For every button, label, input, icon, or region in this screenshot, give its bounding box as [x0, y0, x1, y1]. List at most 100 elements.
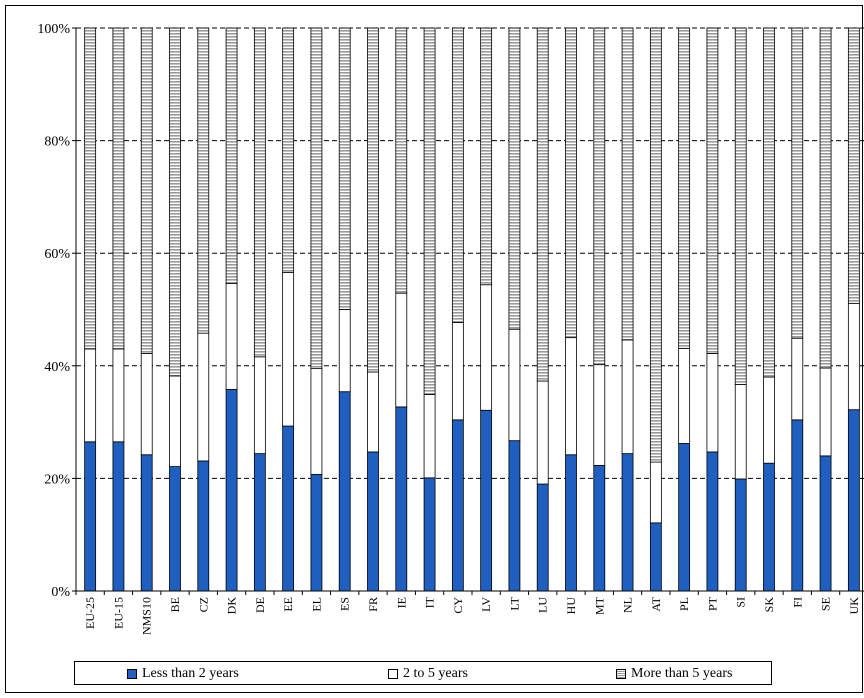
bar-segment-2-to-5-years: [819, 367, 832, 457]
bar-segment-less-than-2-years: [112, 441, 125, 592]
bar-segment-2-to-5-years: [140, 353, 153, 456]
chart-frame: 0% 20% 40% 60% 80% 100% EU-25 EU-15 NMS10 BE CZ DK D…: [5, 5, 864, 693]
bar-segment-less-than-2-years: [847, 409, 860, 592]
x-tick-label: DK: [225, 597, 239, 615]
x-tick-label: EL: [309, 597, 323, 612]
y-tick-label: 20%: [44, 472, 70, 487]
bar-segment-more-than-5-years: [508, 27, 521, 330]
y-tick-label: 60%: [44, 247, 70, 262]
bar-segment-more-than-5-years: [847, 27, 860, 304]
x-tick-label: ES: [338, 597, 352, 611]
x-tick-label: EE: [281, 597, 295, 612]
bar-segment-more-than-5-years: [282, 27, 295, 273]
bar-segment-less-than-2-years: [706, 451, 719, 592]
bar-segment-more-than-5-years: [112, 27, 125, 350]
bar-segment-less-than-2-years: [310, 474, 323, 592]
bar-segment-more-than-5-years: [225, 27, 238, 285]
legend-swatch-blue: [127, 669, 137, 679]
bar-segment-2-to-5-years: [451, 322, 464, 421]
bar-segment-2-to-5-years: [734, 383, 747, 480]
bar-segment-2-to-5-years: [112, 348, 125, 443]
bar-segment-less-than-2-years: [649, 522, 662, 592]
bar-segment-less-than-2-years: [367, 451, 379, 592]
x-tick-label: HU: [564, 597, 578, 615]
legend-label: 2 to 5 years: [403, 666, 468, 681]
x-tick-label: DE: [253, 597, 267, 613]
chart-legend: Less than 2 years 2 to 5 years More than…: [74, 661, 772, 685]
x-tick-label: PL: [677, 597, 691, 611]
x-tick-label: NL: [621, 597, 635, 613]
bar-segment-less-than-2-years: [621, 453, 634, 592]
bar-segment-2-to-5-years: [763, 376, 775, 464]
x-tick-label: NMS10: [140, 597, 154, 635]
bar-segment-more-than-5-years: [819, 27, 832, 369]
bar-segment-less-than-2-years: [536, 483, 549, 592]
bar-segment-less-than-2-years: [451, 419, 464, 592]
legend-item-less-than-2-years: Less than 2 years: [127, 665, 239, 683]
bar-segment-2-to-5-years: [169, 375, 181, 467]
x-tick-label: IE: [394, 597, 408, 608]
bar-segment-more-than-5-years: [338, 27, 351, 310]
bar-segment-more-than-5-years: [395, 27, 408, 294]
stacked-bar-chart: 0% 20% 40% 60% 80% 100% EU-25 EU-15 NMS10 BE CZ DK D…: [37, 22, 864, 635]
bar-segment-less-than-2-years: [395, 406, 408, 592]
bar-segment-less-than-2-years: [338, 391, 351, 592]
bar-segment-more-than-5-years: [169, 27, 181, 377]
bar-segment-more-than-5-years: [734, 27, 747, 385]
x-tick-label: BE: [168, 597, 182, 612]
bar-segment-less-than-2-years: [734, 478, 747, 592]
bar-segment-more-than-5-years: [480, 27, 493, 286]
bar-segment-more-than-5-years: [197, 27, 210, 334]
bar-segment-2-to-5-years: [480, 284, 493, 411]
bar-segment-more-than-5-years: [763, 27, 775, 378]
legend-label: More than 5 years: [631, 666, 733, 681]
bar-segment-2-to-5-years: [310, 368, 323, 475]
x-tick-label: PT: [705, 596, 719, 611]
x-tick-label: MT: [592, 596, 606, 615]
x-tick-label: LU: [536, 597, 550, 613]
x-tick-label: LV: [479, 597, 493, 612]
bar-segment-more-than-5-years: [649, 27, 662, 463]
x-tick-label: EU-15: [111, 597, 125, 629]
y-tick-label: 40%: [44, 360, 70, 375]
legend-swatch-striped: [616, 669, 626, 679]
bar-segment-more-than-5-years: [621, 27, 634, 341]
y-tick-label: 0%: [51, 585, 70, 600]
bar-segment-2-to-5-years: [678, 347, 691, 444]
x-tick-label: UK: [847, 597, 861, 615]
x-tick-label: SE: [819, 597, 833, 611]
bar-segment-2-to-5-years: [621, 339, 634, 455]
x-tick-label: SK: [762, 597, 776, 613]
bar-segment-less-than-2-years: [508, 440, 521, 592]
bar-segment-more-than-5-years: [706, 27, 719, 354]
bar-segment-2-to-5-years: [84, 348, 97, 443]
bar-segment-2-to-5-years: [565, 337, 577, 456]
bar-segment-more-than-5-years: [536, 27, 549, 382]
bar-segment-less-than-2-years: [593, 465, 606, 592]
legend-item-more-than-5-years: More than 5 years: [616, 665, 732, 683]
x-tick-label: SI: [734, 597, 748, 608]
bar-segment-less-than-2-years: [140, 454, 153, 592]
bar-segment-2-to-5-years: [338, 309, 351, 393]
bar-segment-less-than-2-years: [225, 389, 238, 592]
bar-segment-less-than-2-years: [480, 409, 493, 592]
bar-segment-less-than-2-years: [565, 454, 577, 592]
bar-segment-2-to-5-years: [508, 328, 521, 442]
bar-segment-2-to-5-years: [282, 271, 295, 427]
x-tick-label: LT: [507, 596, 521, 610]
bar-segment-more-than-5-years: [565, 27, 577, 339]
bar-segment-less-than-2-years: [84, 441, 97, 592]
y-tick-label: 100%: [37, 22, 70, 37]
x-tick-label: EU-25: [83, 597, 97, 629]
bar-segment-2-to-5-years: [423, 394, 436, 479]
x-tick-label: IT: [423, 596, 437, 608]
bar-segment-2-to-5-years: [847, 302, 860, 411]
bar-segment-2-to-5-years: [791, 337, 804, 421]
bar-segment-more-than-5-years: [140, 27, 153, 354]
x-tick-label: CZ: [196, 597, 210, 612]
bar-segment-less-than-2-years: [169, 466, 181, 592]
x-tick-label: FI: [790, 597, 804, 608]
y-tick-label: 80%: [44, 135, 70, 150]
legend-swatch-white: [388, 669, 398, 679]
bar-segment-more-than-5-years: [791, 27, 804, 339]
